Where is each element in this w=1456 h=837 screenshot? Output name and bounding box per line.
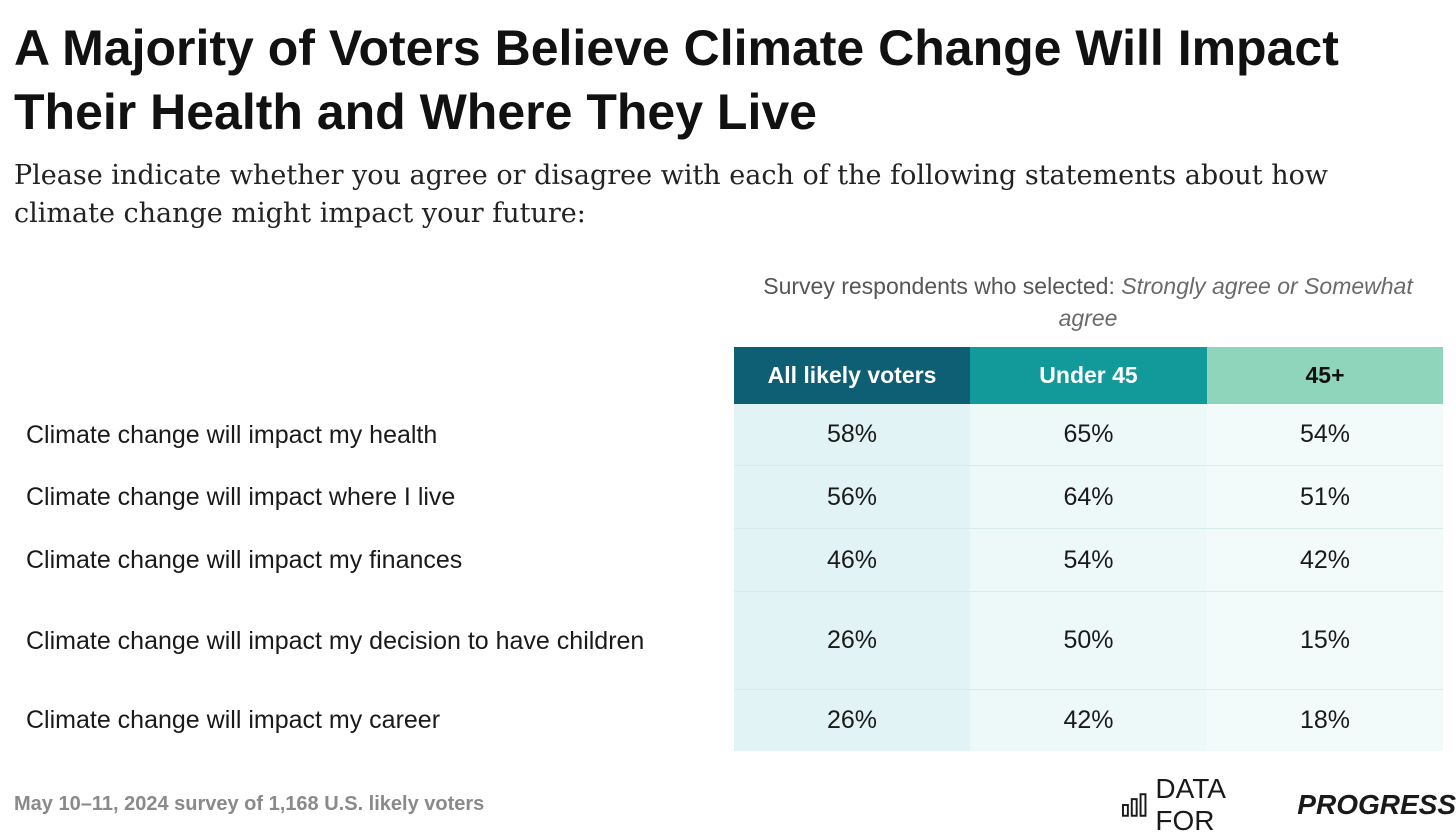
row-label: Climate change will impact my decision t…: [26, 626, 645, 655]
table-row: Climate change will impact my career 26%…: [0, 690, 1456, 751]
table-row: Climate change will impact where I live …: [0, 466, 1456, 529]
cell-value: 26%: [734, 592, 970, 690]
chart-subtitle: Please indicate whether you agree or dis…: [14, 160, 1328, 229]
logo-text-strong: PROGRESS: [1297, 789, 1456, 820]
cell-value: 64%: [970, 466, 1207, 529]
cell-value: 42%: [970, 690, 1207, 751]
row-label: Climate change will impact where I live: [26, 483, 456, 511]
column-header-under-45: Under 45: [970, 347, 1207, 404]
cell-value: 50%: [970, 592, 1207, 690]
cell-value: 15%: [1207, 592, 1443, 690]
cell-value: 51%: [1207, 466, 1443, 529]
cell-value: 56%: [734, 466, 970, 529]
selection-note: Survey respondents who selected: Strongl…: [734, 270, 1442, 334]
table-row: Climate change will impact my decision t…: [0, 592, 1456, 690]
data-for-progress-logo: DATA FOR PROGRESS: [1122, 773, 1456, 836]
cell-value: 58%: [734, 404, 970, 466]
table-row: Climate change will impact my health 58%…: [0, 404, 1456, 466]
cell-value: 26%: [734, 690, 970, 751]
row-label: Climate change will impact my health: [26, 420, 438, 449]
table-header: All likely voters Under 45 45+: [734, 347, 1443, 404]
column-header-45-plus: 45+: [1207, 347, 1443, 404]
logo-text-prefix: DATA FOR: [1155, 773, 1225, 836]
row-label: Climate change will impact my career: [26, 706, 441, 734]
cell-value: 46%: [734, 529, 970, 592]
survey-footnote: May 10–11, 2024 survey of 1,168 U.S. lik…: [14, 793, 485, 815]
cell-value: 18%: [1207, 690, 1443, 751]
table-row: Climate change will impact my finances 4…: [0, 529, 1456, 592]
chart-title: A Majority of Voters Believe Climate Cha…: [14, 20, 1339, 140]
selection-note-emphasis: Strongly agree or Somewhat agree: [1058, 273, 1413, 331]
column-header-all-voters: All likely voters: [734, 347, 970, 404]
selection-note-prefix: Survey respondents who selected:: [763, 273, 1122, 299]
cell-value: 54%: [1207, 404, 1443, 466]
bar-chart-logo-icon: [1122, 793, 1147, 817]
cell-value: 65%: [970, 404, 1207, 466]
cell-value: 54%: [970, 529, 1207, 592]
cell-value: 42%: [1207, 529, 1443, 592]
row-label: Climate change will impact my finances: [26, 546, 463, 574]
